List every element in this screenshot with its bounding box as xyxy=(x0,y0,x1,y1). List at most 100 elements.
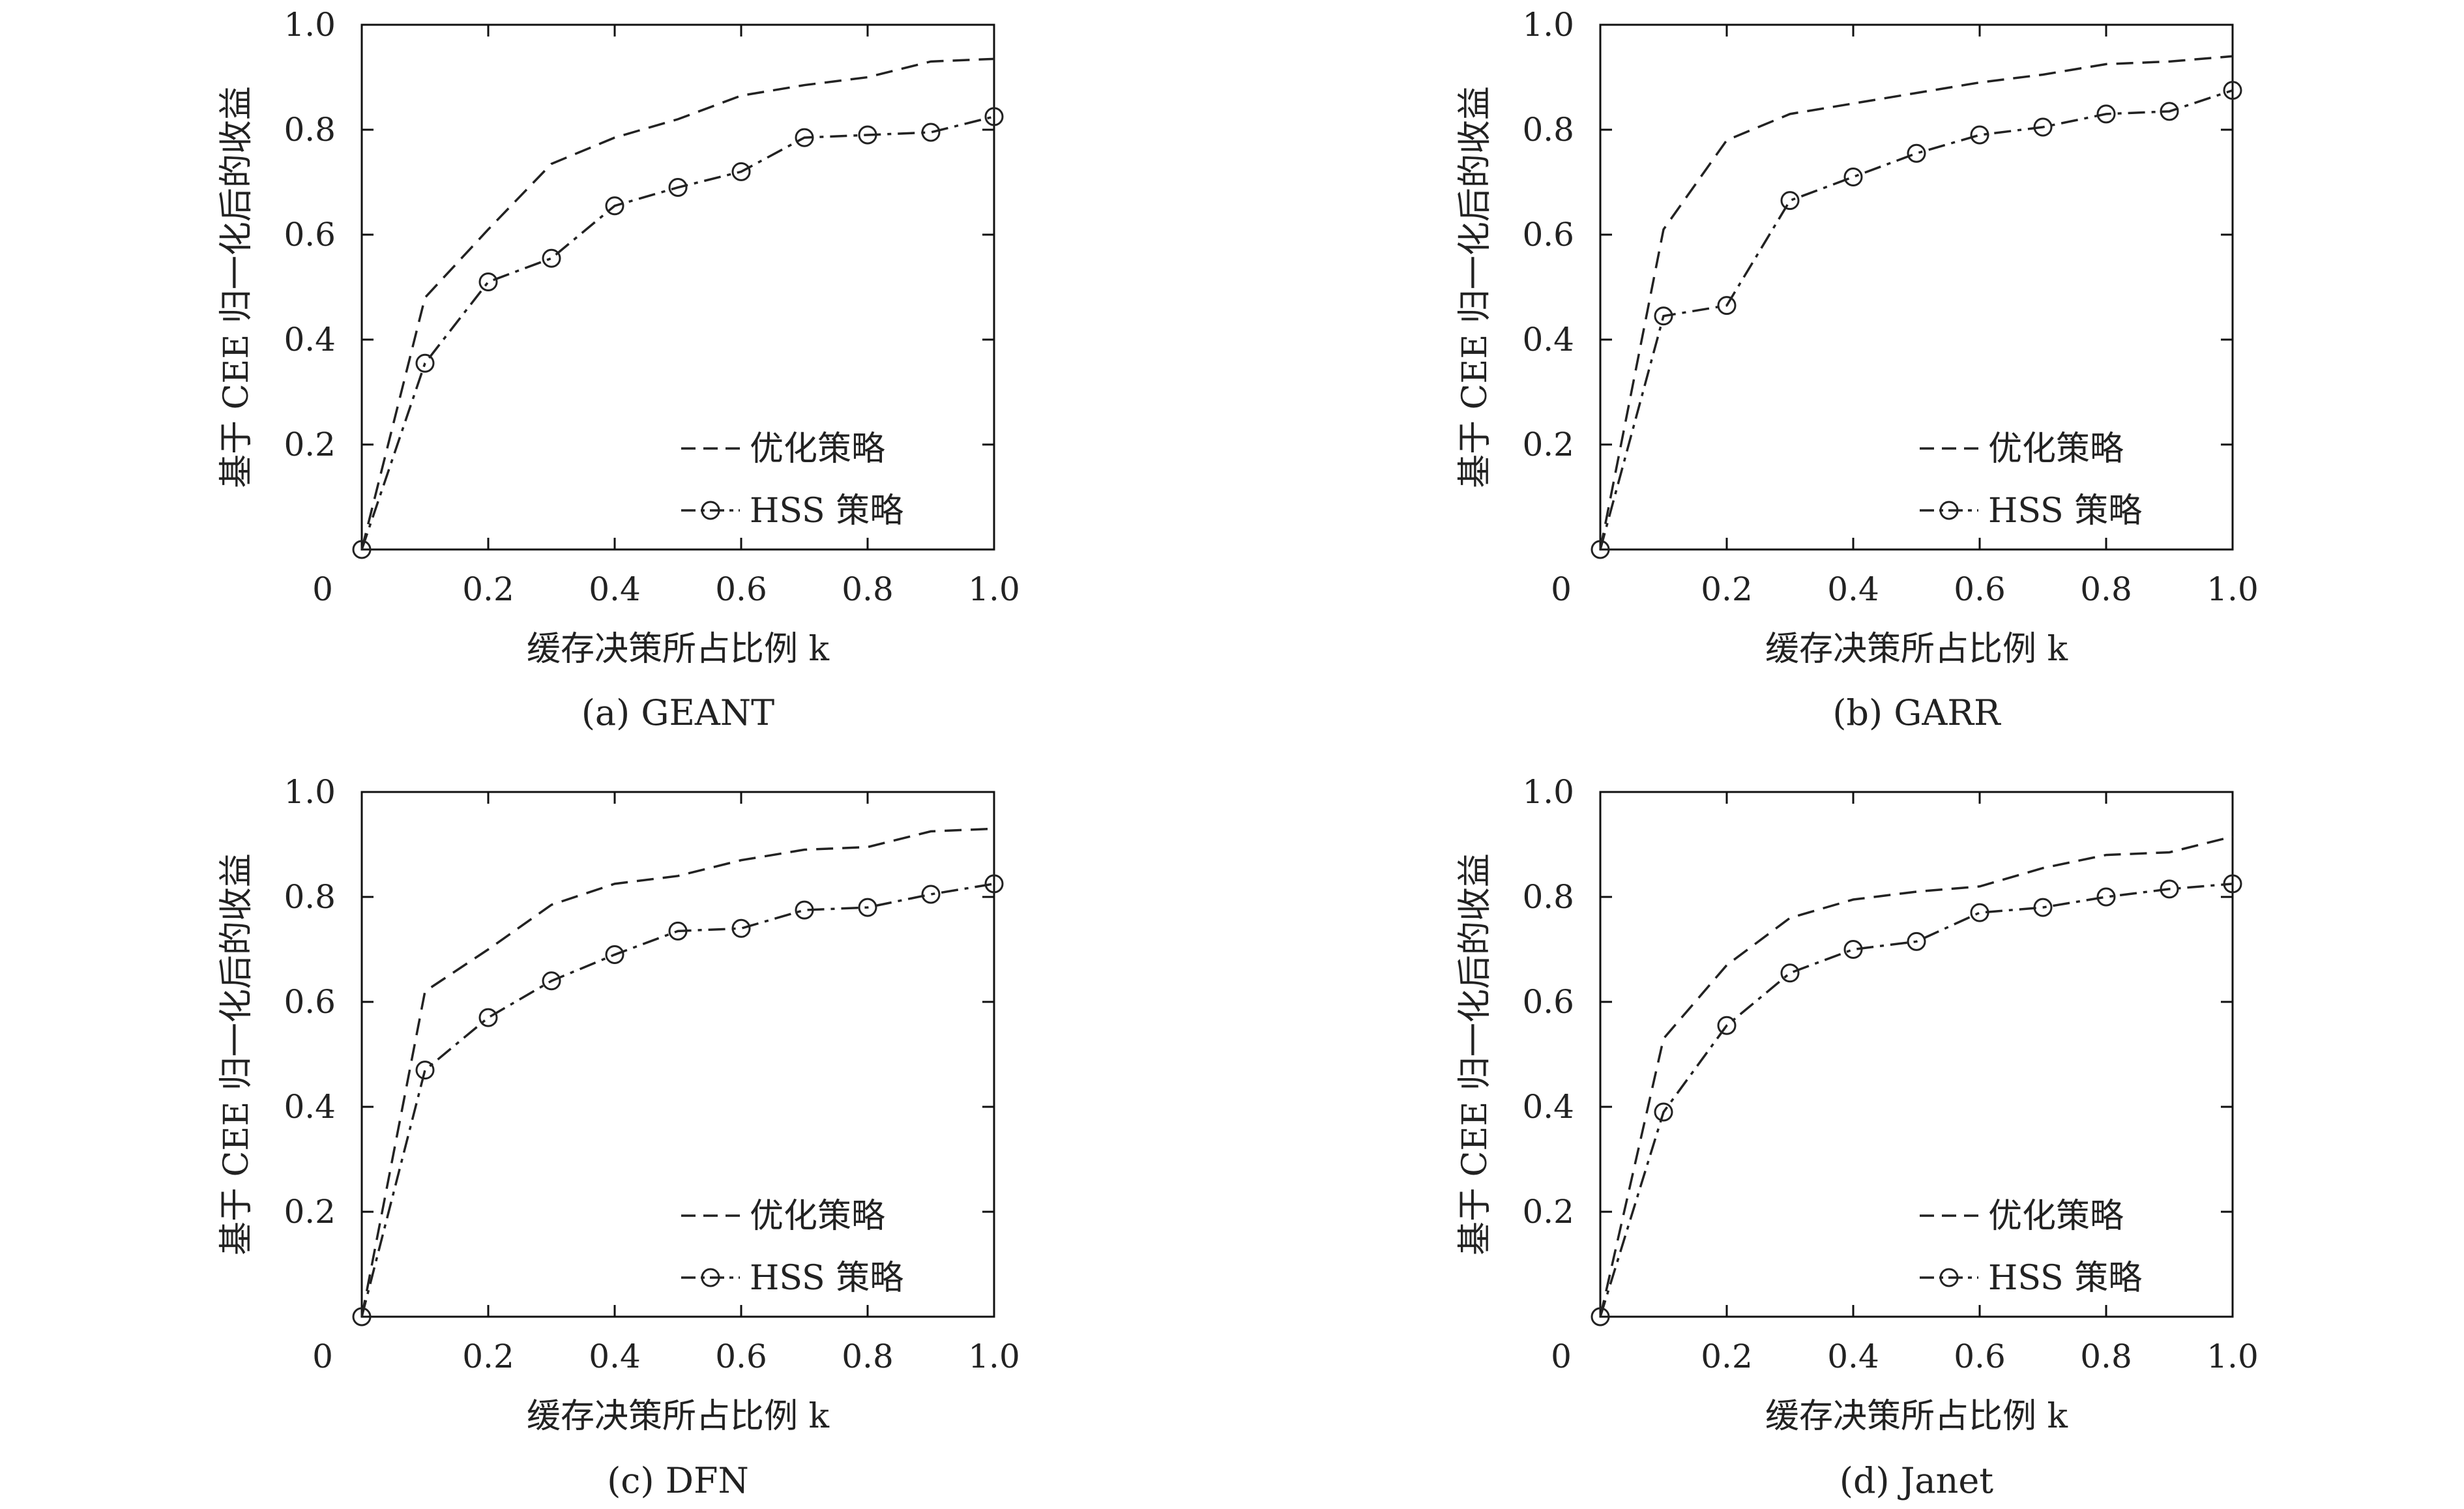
y-axis-label: 基于 CEE 归一化后的收益 xyxy=(1456,853,1495,1255)
y-tick-label: 0.8 xyxy=(1522,111,1574,149)
data-point xyxy=(542,248,561,268)
x-axis-label: 缓存决策所占比例 k xyxy=(1765,1397,2068,1436)
data-point xyxy=(2096,887,2116,907)
y-tick-label: 0.8 xyxy=(284,878,336,916)
data-point xyxy=(2096,104,2116,124)
x-tick-label: 0.2 xyxy=(462,570,514,608)
series-line-0 xyxy=(360,57,995,550)
x-tick-label: 0.4 xyxy=(1827,570,1879,608)
plot-frame xyxy=(1599,23,2234,551)
series-line-1 xyxy=(1599,883,2233,1317)
data-point xyxy=(1591,1307,1610,1326)
data-point xyxy=(984,107,1004,126)
x-tick-label: 0.2 xyxy=(1701,1338,1753,1375)
y-tick-label: 0.6 xyxy=(284,216,336,254)
data-point xyxy=(1843,167,1863,186)
x-tick-label: 0 xyxy=(312,1338,333,1375)
y-axis-label: 基于 CEE 归一化后的收益 xyxy=(217,853,256,1255)
data-point xyxy=(1591,540,1610,559)
data-point xyxy=(2033,898,2053,917)
x-tick-label: 0.8 xyxy=(2080,570,2132,608)
data-point xyxy=(1907,143,1926,163)
x-tick-label: 0.6 xyxy=(1954,570,2006,608)
data-point xyxy=(1654,306,1673,326)
data-point xyxy=(415,1061,435,1080)
data-point xyxy=(1780,191,1800,211)
y-tick-label: 0.6 xyxy=(284,983,336,1021)
data-point xyxy=(1970,125,1989,145)
data-point xyxy=(478,1008,498,1027)
chart-caption: (a) GEANT xyxy=(581,692,774,733)
data-point xyxy=(352,540,372,559)
legend-label-1: HSS 策略 xyxy=(750,491,903,531)
data-point xyxy=(795,128,814,147)
legend-label-0: 优化策略 xyxy=(750,1197,885,1236)
legend-label-1: HSS 策略 xyxy=(1988,1259,2142,1298)
x-tick-label: 0.6 xyxy=(715,570,767,608)
data-point xyxy=(1970,903,1989,922)
data-point xyxy=(1843,940,1863,959)
legend-label-1: HSS 策略 xyxy=(750,1259,903,1298)
data-point xyxy=(415,353,435,373)
data-point xyxy=(2223,81,2242,100)
chart-caption: (d) Janet xyxy=(1840,1460,1993,1501)
y-tick-label: 0.2 xyxy=(284,1193,336,1231)
chart-caption: (c) DFN xyxy=(607,1460,749,1501)
x-axis-label: 缓存决策所占比例 k xyxy=(1765,630,2068,669)
data-point xyxy=(478,272,498,291)
data-point xyxy=(605,945,624,965)
plot-frame xyxy=(360,791,995,1318)
y-tick-label: 0.2 xyxy=(1522,1193,1574,1231)
y-tick-label: 1.0 xyxy=(284,6,336,44)
chart-panel-0: 0 0.2 0.4 0.6 0.8 1.0 0.2 0.4 0.6 0.8 1.0 缓存决策所占比例 … xyxy=(217,6,1020,733)
y-axis-label: 基于 CEE 归一化后的收益 xyxy=(217,86,256,488)
x-tick-label: 0.4 xyxy=(1827,1338,1879,1375)
data-point xyxy=(858,898,877,917)
legend-label-0: 优化策略 xyxy=(750,430,885,469)
y-tick-label: 1.0 xyxy=(1522,6,1574,44)
legend-label-0: 优化策略 xyxy=(1988,430,2124,469)
data-point xyxy=(2033,117,2053,137)
y-tick-label: 0.4 xyxy=(1522,321,1574,359)
legend-label-0: 优化策略 xyxy=(1988,1197,2124,1236)
legend-marker xyxy=(1939,501,1959,520)
data-point xyxy=(858,125,877,145)
chart-panel-2: 0 0.2 0.4 0.6 0.8 1.0 0.2 0.4 0.6 0.8 1.0 缓存决策所占比例 … xyxy=(217,773,1020,1501)
legend-marker xyxy=(701,1268,720,1287)
data-point xyxy=(921,123,941,142)
data-point xyxy=(1780,963,1800,983)
y-tick-label: 1.0 xyxy=(284,773,336,811)
series-line-0 xyxy=(360,827,995,1317)
x-axis-label: 缓存决策所占比例 k xyxy=(527,1397,830,1436)
y-tick-label: 0.4 xyxy=(1522,1088,1574,1126)
x-tick-label: 0.8 xyxy=(842,1338,894,1375)
legend-marker xyxy=(701,501,720,520)
data-point xyxy=(605,196,624,216)
series-line-0 xyxy=(1599,835,2233,1317)
data-point xyxy=(542,971,561,991)
plot-frame xyxy=(1599,791,2234,1318)
x-tick-label: 1.0 xyxy=(2207,1338,2259,1375)
y-axis-label: 基于 CEE 归一化后的收益 xyxy=(1456,86,1495,488)
x-tick-label: 0 xyxy=(312,570,333,608)
x-tick-label: 0.4 xyxy=(589,1338,641,1375)
y-tick-label: 0.4 xyxy=(284,1088,336,1126)
x-tick-label: 1.0 xyxy=(968,570,1020,608)
data-point xyxy=(731,162,751,181)
data-point xyxy=(1907,931,1926,951)
series-line-1 xyxy=(360,115,995,550)
data-point xyxy=(795,900,814,920)
chart-caption: (b) GARR xyxy=(1832,692,2001,733)
x-tick-label: 1.0 xyxy=(2207,570,2259,608)
data-point xyxy=(2160,879,2179,899)
data-point xyxy=(731,918,751,938)
legend-label-1: HSS 策略 xyxy=(1988,491,2142,531)
data-point xyxy=(352,1307,372,1326)
series-line-1 xyxy=(1599,89,2233,550)
data-point xyxy=(1717,1016,1737,1035)
y-tick-label: 1.0 xyxy=(1522,773,1574,811)
y-tick-label: 0.8 xyxy=(1522,878,1574,916)
x-tick-label: 0 xyxy=(1551,1338,1572,1375)
y-tick-label: 0.6 xyxy=(1522,216,1574,254)
